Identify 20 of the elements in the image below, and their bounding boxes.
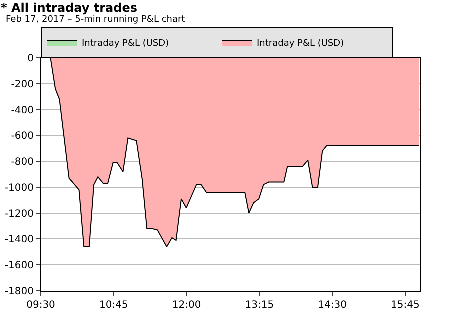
- x-tick-label: 09:30: [26, 300, 56, 310]
- x-tick-label: 14:30: [318, 300, 347, 310]
- y-tick-label: -600: [11, 131, 34, 142]
- chart-subtitle: Feb 17, 2017 – 5-min running P&L chart: [6, 15, 186, 25]
- y-tick-label: -1400: [4, 234, 34, 246]
- y-tick-label: -200: [11, 79, 34, 90]
- y-tick-label: -1600: [4, 260, 34, 272]
- y-tick-label: 0: [28, 54, 34, 64]
- y-tick-label: -1200: [4, 208, 34, 220]
- x-tick-label: 15:45: [391, 300, 420, 310]
- y-tick-label: -400: [11, 105, 34, 116]
- legend-label: Intraday P&L (USD): [82, 39, 170, 50]
- x-tick-label: 12:00: [172, 300, 202, 310]
- y-tick-label: -1800: [4, 286, 34, 298]
- y-tick-label: -800: [11, 157, 34, 168]
- chart-title: * All intraday trades: [1, 1, 138, 15]
- x-tick-label: 10:45: [99, 300, 128, 310]
- x-tick-label: 13:15: [245, 300, 274, 310]
- y-tick-label: -1000: [4, 182, 34, 194]
- legend-label: Intraday P&L (USD): [257, 39, 344, 50]
